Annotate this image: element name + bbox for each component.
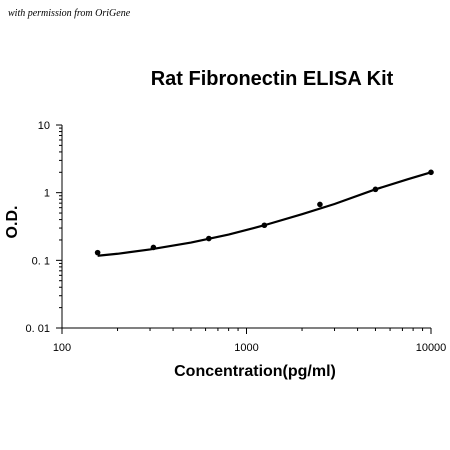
x-axis-label: Concentration(pg/ml) [174, 363, 336, 380]
credit-text: with permission from OriGene [8, 8, 131, 19]
y-tick-label: 0. 01 [26, 323, 50, 335]
chart-title: Rat Fibronectin ELISA Kit [151, 68, 394, 90]
x-tick-group: 100 1000 10000 [53, 328, 446, 354]
data-point [372, 186, 379, 193]
x-tick-label: 1000 [234, 342, 258, 354]
y-tick-label: 10 [38, 120, 50, 132]
y-tick-label: 1 [44, 188, 50, 200]
minor-ticks [59, 127, 424, 331]
y-axis-label: O.D. [4, 206, 21, 239]
chart-axes [61, 125, 431, 329]
x-tick-label: 10000 [416, 342, 447, 354]
data-point [428, 169, 434, 176]
data-point [317, 201, 323, 208]
data-point [94, 249, 101, 256]
data-point [206, 235, 212, 242]
data-point [150, 244, 157, 251]
data-points [94, 169, 434, 256]
x-tick-label: 100 [53, 342, 71, 354]
data-point [261, 222, 268, 229]
y-tick-label: 0. 1 [32, 255, 50, 267]
y-tick-group: 10 1 0. 1 0. 01 [26, 120, 62, 335]
fit-curve [97, 171, 432, 257]
